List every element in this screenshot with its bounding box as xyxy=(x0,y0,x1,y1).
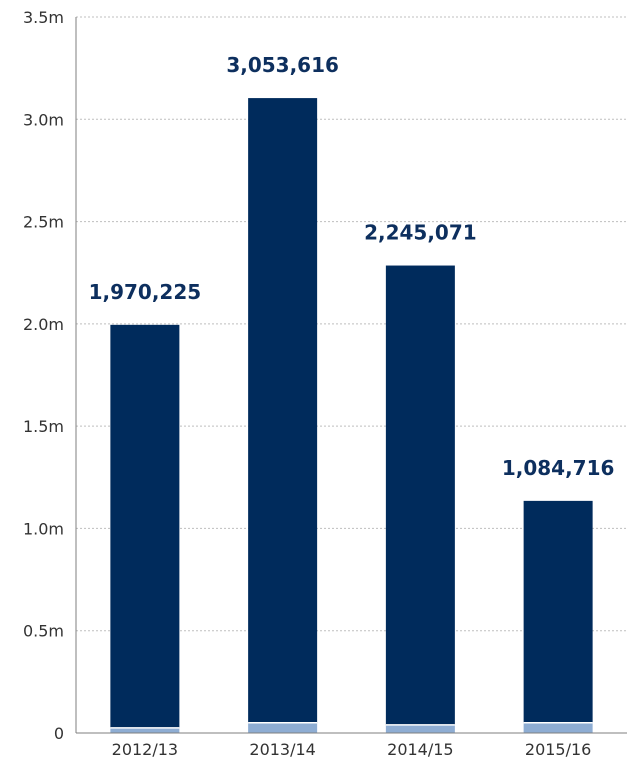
bars xyxy=(110,98,593,733)
x-tick-label: 2014/15 xyxy=(387,740,453,759)
y-tick-label: 2.0m xyxy=(23,315,64,334)
bar-main xyxy=(110,324,180,728)
bar-main xyxy=(385,265,455,725)
data-label: 1,084,716 xyxy=(502,456,615,480)
y-tick-label: 1.5m xyxy=(23,417,64,436)
x-tick-label: 2015/16 xyxy=(525,740,591,759)
bar-base xyxy=(248,722,318,733)
x-axis-ticks: 2012/13 2013/14 2014/15 2015/16 xyxy=(112,740,592,759)
bar-main xyxy=(523,500,593,723)
data-labels: 1,970,225 3,053,616 2,245,071 1,084,716 xyxy=(89,53,615,480)
data-label: 1,970,225 xyxy=(89,280,202,304)
x-tick-label: 2013/14 xyxy=(249,740,315,759)
y-tick-label: 3.0m xyxy=(23,110,64,129)
y-tick-label: 0 xyxy=(54,724,64,743)
y-tick-label: 3.5m xyxy=(23,8,64,27)
y-tick-label: 2.5m xyxy=(23,213,64,232)
bar-main xyxy=(248,98,318,723)
y-tick-label: 1.0m xyxy=(23,519,64,538)
bar-base xyxy=(110,727,180,733)
y-axis-ticks: 0 0.5m 1.0m 1.5m 2.0m 2.5m 3.0m 3.5m xyxy=(23,8,64,743)
data-label: 3,053,616 xyxy=(226,53,339,77)
y-tick-label: 0.5m xyxy=(23,622,64,641)
data-label: 2,245,071 xyxy=(364,221,477,245)
bar-base xyxy=(385,724,455,733)
x-tick-label: 2012/13 xyxy=(112,740,178,759)
bar-base xyxy=(523,722,593,733)
